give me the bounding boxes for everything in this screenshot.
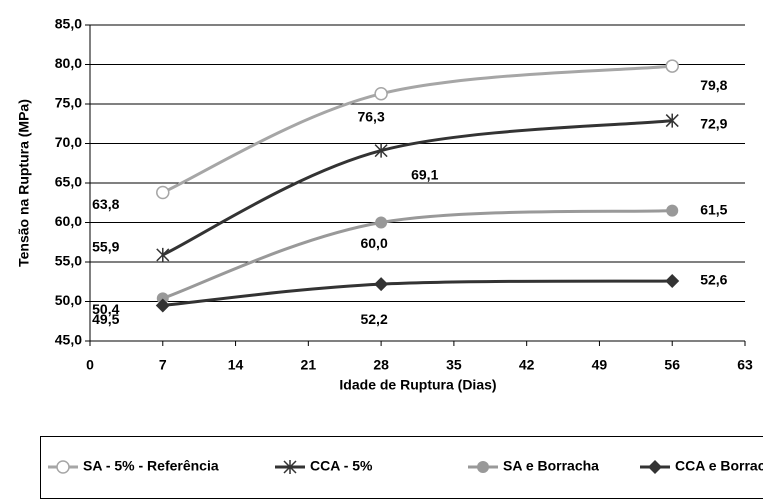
x-tick-label: 49 <box>592 357 608 373</box>
data-label: 79,8 <box>700 77 727 93</box>
marker <box>648 460 662 474</box>
data-label: 52,2 <box>360 311 387 327</box>
marker <box>374 86 388 101</box>
legend-label: SA - 5% - Referência <box>83 458 219 474</box>
x-tick-label: 35 <box>446 357 462 373</box>
data-label: 52,6 <box>700 272 727 288</box>
data-label: 49,5 <box>92 311 119 327</box>
data-label: 55,9 <box>92 239 119 255</box>
marker <box>374 277 389 292</box>
y-tick-label: 80,0 <box>55 55 82 71</box>
x-tick-label: 14 <box>228 357 244 373</box>
data-label: 69,1 <box>411 166 438 182</box>
marker <box>155 298 170 313</box>
x-tick-label: 42 <box>519 357 535 373</box>
marker <box>156 292 169 305</box>
data-label: 63,8 <box>92 196 119 212</box>
data-label: 61,5 <box>700 201 727 217</box>
y-tick-label: 65,0 <box>55 174 82 190</box>
x-tick-label: 63 <box>737 357 753 373</box>
x-axis-label: Idade de Ruptura (Dias) <box>339 377 496 393</box>
x-tick-label: 7 <box>159 357 167 373</box>
y-tick-label: 55,0 <box>55 253 82 269</box>
marker <box>56 460 70 474</box>
data-label: 60,0 <box>360 235 387 251</box>
y-tick-label: 45,0 <box>55 332 82 348</box>
series-line <box>162 119 673 257</box>
legend-label: CCA - 5% <box>310 458 373 474</box>
series-line <box>162 279 673 307</box>
x-tick-label: 56 <box>664 357 680 373</box>
marker <box>477 461 489 473</box>
legend-label: CCA e Borracha <box>675 458 763 474</box>
x-tick-label: 21 <box>301 357 317 373</box>
data-label: 50,4 <box>92 301 119 317</box>
marker <box>283 460 297 474</box>
marker <box>665 113 679 128</box>
y-axis-label: Tensão na Ruptura (MPa) <box>16 99 32 267</box>
legend-box <box>40 436 763 499</box>
y-tick-label: 75,0 <box>55 95 82 111</box>
marker <box>666 204 679 217</box>
y-tick-label: 85,0 <box>55 16 82 32</box>
marker <box>156 247 170 262</box>
marker <box>665 273 680 288</box>
data-label: 76,3 <box>357 108 384 124</box>
legend-label: SA e Borracha <box>503 458 599 474</box>
marker <box>374 143 388 158</box>
data-label: 72,9 <box>700 115 727 131</box>
series-line <box>162 209 673 300</box>
y-tick-label: 70,0 <box>55 134 82 150</box>
marker <box>665 59 679 73</box>
x-tick-label: 28 <box>373 357 389 373</box>
x-tick-label: 0 <box>86 357 94 373</box>
marker <box>156 185 170 200</box>
marker <box>375 216 388 229</box>
y-tick-label: 60,0 <box>55 213 82 229</box>
y-tick-label: 50,0 <box>55 292 82 308</box>
